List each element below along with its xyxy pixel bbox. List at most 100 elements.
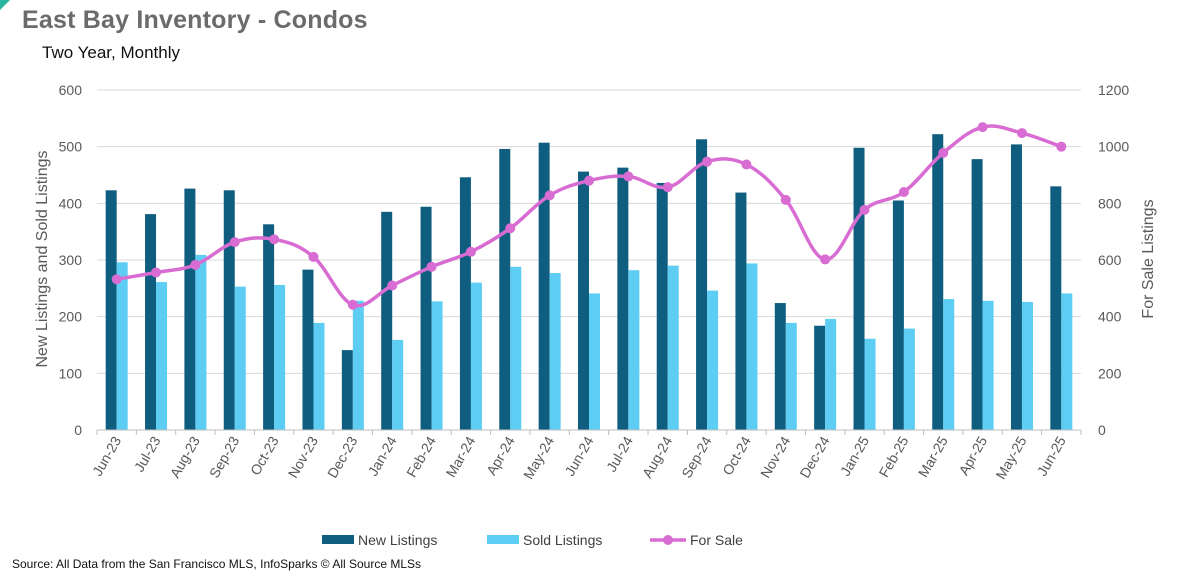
bar-new-listings — [971, 159, 983, 430]
point-for-sale — [190, 259, 201, 270]
bar-new-listings — [145, 214, 157, 430]
bar-new-listings — [932, 134, 944, 430]
right-axis-ticks: 0 200 400 600 800 1000 1200 — [1098, 82, 1129, 438]
point-for-sale — [1016, 128, 1027, 139]
point-for-sale — [977, 122, 988, 133]
bar-new-listings — [1050, 186, 1062, 430]
y-tick-label-left: 100 — [59, 365, 83, 381]
point-for-sale — [780, 194, 791, 205]
bar-sold-listings — [628, 270, 640, 430]
x-tick-label: Mar-24 — [442, 433, 478, 480]
bar-new-listings — [617, 167, 629, 430]
legend-marker-for-sale — [663, 535, 673, 545]
bar-sold-listings — [116, 262, 128, 430]
x-tick-label: Feb-25 — [875, 433, 911, 480]
point-for-sale — [151, 267, 162, 278]
bar-new-listings — [735, 192, 747, 430]
bar-new-listings — [420, 206, 432, 430]
point-for-sale — [269, 234, 280, 245]
bar-new-listings — [263, 224, 275, 430]
x-tick-label: Jun-23 — [89, 433, 124, 478]
bar-new-listings — [381, 211, 393, 430]
y-tick-label-left: 200 — [59, 309, 83, 325]
bar-new-listings — [853, 147, 865, 431]
point-for-sale — [229, 237, 240, 248]
left-axis-ticks: 0 100 200 300 400 500 600 — [59, 82, 83, 438]
bar-new-listings — [814, 325, 826, 430]
y-axis-right-title: For Sale Listings — [1140, 199, 1157, 318]
legend: New Listings Sold Listings For Sale — [322, 532, 743, 548]
bar-new-listings — [656, 182, 668, 430]
bar-sold-listings — [1061, 293, 1073, 430]
x-tick-label: Oct-24 — [719, 433, 754, 478]
bar-sold-listings — [195, 254, 207, 430]
y-tick-label-right: 1200 — [1098, 82, 1129, 98]
x-tick-label: Jun-25 — [1034, 433, 1069, 478]
bar-sold-listings — [431, 301, 443, 430]
legend-label-for-sale: For Sale — [690, 532, 743, 548]
x-tick-label: Feb-24 — [403, 433, 439, 480]
bar-new-listings — [184, 188, 196, 430]
x-tick-label: Nov-23 — [285, 433, 322, 480]
bar-sold-listings — [864, 338, 876, 430]
bar-new-listings — [696, 139, 708, 431]
x-tick-label: Nov-24 — [757, 433, 794, 480]
point-for-sale — [111, 274, 122, 285]
x-tick-label: Jul-23 — [131, 433, 164, 474]
bar-sold-listings — [156, 282, 168, 430]
point-for-sale — [505, 223, 516, 234]
y-tick-label-right: 200 — [1098, 365, 1122, 381]
legend-swatch-new-listings — [322, 535, 354, 544]
point-for-sale — [347, 299, 358, 310]
bar-sold-listings — [825, 318, 837, 430]
point-for-sale — [426, 261, 437, 272]
y-tick-label-right: 0 — [1098, 422, 1106, 438]
bar-sold-listings — [943, 299, 955, 430]
point-for-sale — [820, 254, 831, 265]
point-for-sale — [584, 175, 594, 186]
legend-label-new-listings: New Listings — [358, 532, 437, 548]
x-axis-ticks: Jun-23 Jul-23 Aug-23 Sep-23 Oct-23 Nov-23 Dec-… — [89, 430, 1082, 482]
bar-sold-listings — [352, 300, 364, 430]
x-tick-label: May-24 — [520, 433, 557, 482]
bar-sold-listings — [313, 322, 325, 430]
x-tick-label: Jun-24 — [561, 433, 596, 478]
point-for-sale — [308, 251, 319, 262]
bar-new-listings — [774, 303, 786, 430]
chart-subtitle: Two Year, Monthly — [42, 43, 180, 62]
bar-new-listings — [499, 148, 511, 430]
x-tick-label: May-25 — [992, 433, 1029, 482]
bar-new-listings — [223, 190, 235, 430]
x-tick-label: Dec-24 — [796, 433, 833, 480]
point-for-sale — [741, 159, 752, 170]
bar-new-listings — [341, 350, 353, 430]
bar-new-listings — [538, 142, 550, 430]
bar-new-listings — [105, 190, 117, 430]
source-note: Source: All Data from the San Francisco … — [12, 557, 422, 571]
x-tick-label: Sep-23 — [206, 433, 243, 480]
point-for-sale — [544, 190, 555, 201]
bar-sold-listings — [1021, 301, 1033, 430]
legend-swatch-sold-listings — [487, 535, 519, 544]
x-tick-label: Dec-23 — [324, 433, 361, 480]
point-for-sale — [465, 246, 476, 257]
y-tick-label-right: 400 — [1098, 309, 1122, 325]
point-for-sale — [859, 204, 870, 215]
x-tick-label: Sep-24 — [678, 433, 715, 480]
point-for-sale — [898, 187, 909, 197]
y-tick-label-left: 0 — [74, 422, 82, 438]
bar-sold-listings — [982, 300, 994, 430]
line-series — [111, 122, 1067, 310]
corner-accent — [0, 0, 10, 10]
x-tick-label: Apr-25 — [955, 433, 990, 478]
point-for-sale — [662, 182, 673, 193]
bar-sold-listings — [274, 284, 286, 430]
legend-label-sold-listings: Sold Listings — [523, 532, 602, 548]
bar-new-listings — [1010, 144, 1022, 430]
y-tick-label-left: 300 — [59, 252, 83, 268]
bar-series — [105, 134, 1073, 431]
bar-new-listings — [302, 269, 314, 430]
y-tick-label-right: 600 — [1098, 252, 1122, 268]
point-for-sale — [702, 156, 713, 167]
